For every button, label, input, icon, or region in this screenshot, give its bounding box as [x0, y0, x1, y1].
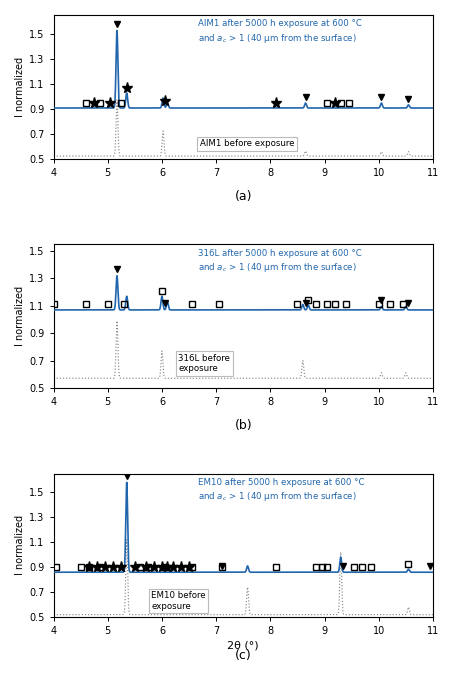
- Text: EM10 after 5000 h exposure at 600 °C
and $a_c$ > 1 (40 μm from the surface): EM10 after 5000 h exposure at 600 °C and…: [197, 478, 364, 504]
- Y-axis label: I normalized: I normalized: [15, 515, 25, 575]
- Text: 316L after 5000 h exposure at 600 °C
and $a_c$ > 1 (40 μm from the surface): 316L after 5000 h exposure at 600 °C and…: [197, 249, 361, 274]
- Text: AIM1 before exposure: AIM1 before exposure: [200, 139, 294, 148]
- Text: (b): (b): [234, 420, 252, 433]
- Text: (a): (a): [234, 190, 252, 203]
- Text: (c): (c): [235, 648, 252, 662]
- Y-axis label: I normalized: I normalized: [15, 57, 25, 117]
- Text: AIM1 after 5000 h exposure at 600 °C
and $a_c$ > 1 (40 μm from the surface): AIM1 after 5000 h exposure at 600 °C and…: [197, 19, 361, 45]
- Text: 316L before
exposure: 316L before exposure: [178, 354, 230, 373]
- X-axis label: 2θ (°): 2θ (°): [227, 640, 259, 650]
- Text: EM10 before
exposure: EM10 before exposure: [151, 591, 206, 610]
- Y-axis label: I normalized: I normalized: [15, 286, 25, 346]
